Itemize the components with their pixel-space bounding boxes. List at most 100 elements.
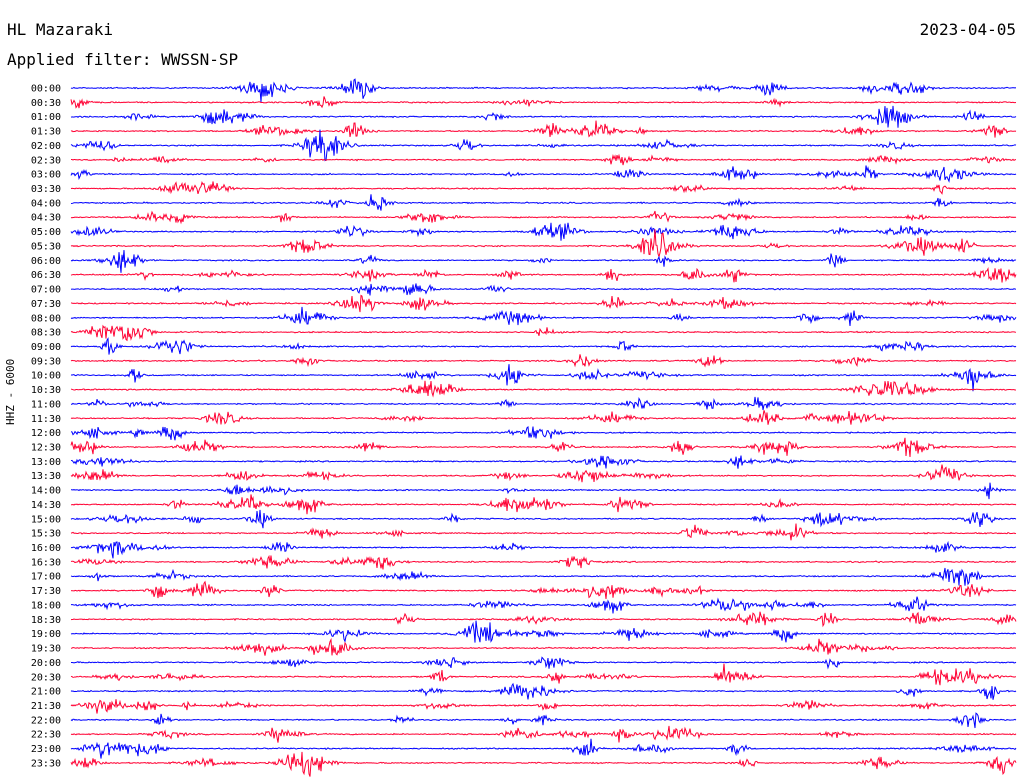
seismic-trace — [70, 194, 1017, 211]
time-tick-label: 04:00 — [31, 198, 61, 209]
seismic-trace — [70, 751, 1017, 777]
time-tick-label: 15:30 — [31, 529, 61, 540]
seismic-trace — [70, 267, 1017, 283]
time-tick-label: 20:30 — [31, 672, 61, 683]
time-tick-label: 02:00 — [31, 141, 61, 152]
seismic-trace — [70, 554, 1017, 570]
seismic-trace — [70, 682, 1017, 700]
seismic-trace — [70, 410, 1017, 425]
time-tick-label: 14:30 — [31, 500, 61, 511]
time-tick-label: 19:30 — [31, 644, 61, 655]
time-tick-label: 22:30 — [31, 730, 61, 741]
seismic-trace — [70, 324, 1017, 342]
seismic-trace — [70, 294, 1017, 313]
time-tick-label: 17:00 — [31, 572, 61, 583]
seismic-trace — [71, 482, 1017, 500]
seismic-trace — [70, 509, 1017, 529]
seismic-trace — [70, 567, 1016, 586]
time-tick-label: 13:00 — [31, 457, 61, 468]
time-tick-label: 01:30 — [31, 127, 61, 138]
seismic-trace — [70, 337, 1017, 355]
time-tick-label: 22:00 — [31, 715, 61, 726]
time-tick-label: 23:30 — [31, 758, 61, 769]
time-tick-label: 18:00 — [31, 600, 61, 611]
seismic-trace — [70, 738, 1017, 759]
seismic-trace — [70, 494, 1017, 515]
time-tick-label: 07:00 — [31, 285, 61, 296]
date-label: 2023-04-05 — [919, 20, 1016, 39]
seismic-trace — [70, 580, 1017, 600]
seismic-trace — [70, 426, 1017, 441]
seismic-trace — [70, 129, 1017, 162]
time-tick-label: 16:00 — [31, 543, 61, 554]
seismic-trace — [70, 180, 1016, 195]
time-tick-label: 03:30 — [31, 184, 61, 195]
time-tick-label: 15:00 — [31, 514, 61, 525]
filter-label: Applied filter: WWSSN-SP — [7, 50, 239, 69]
time-tick-label: 00:00 — [31, 84, 61, 95]
seismic-trace — [70, 165, 1017, 183]
time-tick-label: 14:00 — [31, 486, 61, 497]
time-tick-label: 06:00 — [31, 256, 61, 267]
time-tick-label: 05:00 — [31, 227, 61, 238]
time-tick-label: 00:30 — [31, 98, 61, 109]
time-tick-label: 23:00 — [31, 744, 61, 755]
time-tick-label: 10:00 — [31, 371, 61, 382]
seismic-trace — [70, 437, 1017, 458]
seismic-trace — [70, 663, 1017, 686]
time-tick-label: 21:30 — [31, 701, 61, 712]
time-tick-label: 16:30 — [31, 557, 61, 568]
seismic-trace — [70, 78, 1017, 103]
time-tick-label: 12:00 — [31, 428, 61, 439]
seismic-trace — [70, 222, 1017, 241]
seismic-trace — [70, 620, 1017, 643]
time-tick-label: 05:30 — [31, 241, 61, 252]
seismic-trace — [70, 699, 1017, 714]
time-tick-label: 18:30 — [31, 615, 61, 626]
seismic-trace — [70, 523, 1017, 541]
time-tick-label: 09:30 — [31, 356, 61, 367]
seismic-trace — [70, 596, 1017, 614]
seismic-trace — [71, 396, 1017, 411]
seismic-trace — [70, 283, 1016, 296]
seismic-trace — [71, 153, 1017, 166]
time-tick-label: 09:00 — [31, 342, 61, 353]
seismic-trace — [70, 229, 1017, 259]
time-tick-label: 07:30 — [31, 299, 61, 310]
header: HL Mazaraki Applied filter: WWSSN-SP — [7, 20, 238, 70]
seismic-trace — [70, 250, 1017, 273]
time-tick-label: 08:00 — [31, 313, 61, 324]
time-tick-label: 11:30 — [31, 414, 61, 425]
time-tick-label: 21:00 — [31, 687, 61, 698]
time-tick-label: 13:30 — [31, 471, 61, 482]
time-tick-label: 12:30 — [31, 443, 61, 454]
time-tick-label: 19:00 — [31, 629, 61, 640]
seismic-trace — [70, 120, 1017, 138]
time-tick-label: 10:30 — [31, 385, 61, 396]
time-tick-label: 02:30 — [31, 155, 61, 166]
time-tick-label: 20:00 — [31, 658, 61, 669]
time-tick-label: 01:00 — [31, 112, 61, 123]
time-tick-label: 06:30 — [31, 270, 61, 281]
seismic-trace — [71, 656, 1017, 670]
seismic-trace — [70, 725, 1017, 743]
seismic-trace — [70, 464, 1017, 483]
seismic-trace — [70, 380, 1016, 398]
seismic-trace — [70, 611, 1017, 628]
seismic-trace — [70, 637, 1017, 656]
seismic-trace — [70, 712, 1017, 729]
seismic-trace — [70, 364, 1017, 392]
station-name: HL Mazaraki — [7, 20, 113, 39]
time-tick-label: 04:30 — [31, 213, 61, 224]
time-tick-label: 03:00 — [31, 170, 61, 181]
time-tick-label: 17:30 — [31, 586, 61, 597]
seismic-trace — [70, 210, 1017, 225]
seismic-trace — [70, 96, 1017, 109]
seismic-trace — [70, 105, 1017, 128]
time-tick-label: 08:30 — [31, 328, 61, 339]
seismic-trace — [70, 354, 1017, 368]
seismic-trace — [70, 306, 1017, 327]
seismic-trace — [70, 540, 1017, 559]
time-tick-label: 11:00 — [31, 399, 61, 410]
